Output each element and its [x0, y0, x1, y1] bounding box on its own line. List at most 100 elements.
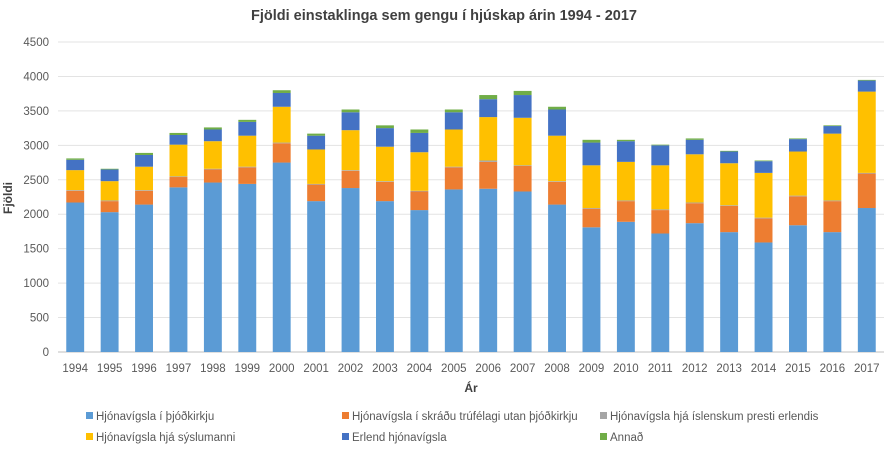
bar-segment — [169, 176, 188, 178]
bar-segment — [376, 201, 394, 352]
legend-swatch — [342, 412, 349, 419]
bar-segment — [444, 189, 463, 352]
bar-segment — [789, 151, 807, 196]
bar-segment — [513, 191, 532, 352]
bar-segment — [651, 210, 670, 234]
y-axis-ticks: 0 500 1000 1500 2000 2500 3000 3500 4000 4500 — [23, 37, 49, 359]
x-tick-label: 2010 — [613, 363, 639, 375]
bar-segment — [169, 132, 188, 135]
bar-segment — [789, 225, 807, 352]
bar-segment — [444, 109, 463, 113]
bar-segment — [238, 135, 257, 167]
legend-label: Annað — [610, 432, 643, 444]
bar-segment — [169, 187, 188, 352]
bar-segment — [823, 200, 842, 202]
bar-segment — [513, 95, 532, 118]
bar-segment — [307, 149, 326, 184]
x-tick-label: 1995 — [97, 363, 123, 375]
bar-segment — [548, 106, 566, 110]
x-tick-label: 2017 — [854, 363, 880, 375]
legend-label: Hjónavígsla í skráðu trúfélagi utan þjóð… — [352, 411, 578, 423]
legend-swatch — [86, 433, 93, 440]
bar-segment — [376, 125, 394, 129]
bar-segment — [410, 132, 429, 153]
x-tick-label: 2002 — [338, 363, 364, 375]
bar-segment — [135, 166, 153, 191]
bar-segment — [66, 159, 85, 171]
bar-segment — [203, 141, 222, 169]
bar-segment — [238, 166, 257, 168]
bar-segment — [272, 142, 291, 144]
bar-segment — [651, 233, 670, 352]
legend-label: Hjónavígsla hjá sýslumanni — [96, 432, 235, 444]
y-tick-label: 2500 — [23, 175, 49, 187]
x-tick-label: 2007 — [510, 363, 536, 375]
bar-segment — [410, 191, 429, 211]
x-tick-label: 2000 — [269, 363, 295, 375]
bar-segment — [720, 205, 739, 233]
bar-segment — [444, 112, 463, 130]
bar-segment — [616, 201, 635, 222]
bar-segment — [479, 188, 498, 352]
bar-segment — [685, 139, 704, 155]
x-axis-label: Ár — [464, 380, 478, 395]
bar-segment — [651, 165, 670, 210]
bar-segment — [238, 167, 257, 184]
bar-segment — [582, 142, 601, 166]
bar-segment — [789, 138, 807, 140]
bar-segment — [479, 117, 498, 161]
bar-segment — [410, 152, 429, 191]
bar-segment — [823, 133, 842, 201]
bar-segment — [651, 144, 670, 146]
x-tick-label: 1998 — [200, 363, 226, 375]
bar-segment — [548, 204, 566, 352]
bar-segment — [444, 167, 463, 190]
bar-segment — [616, 161, 635, 201]
bar-segment — [66, 202, 85, 352]
bar-segment — [513, 166, 532, 192]
bar-segment — [272, 143, 291, 163]
bar-segment — [100, 181, 119, 201]
bar-segment — [548, 109, 566, 136]
legend-swatch — [86, 412, 93, 419]
x-tick-label: 2006 — [475, 363, 501, 375]
x-tick-label: 2009 — [579, 363, 605, 375]
bar-segment — [582, 165, 601, 209]
bar-segment — [307, 135, 326, 150]
bar-segment — [100, 169, 119, 182]
bar-segment — [720, 151, 739, 164]
y-tick-label: 500 — [30, 313, 49, 325]
bar-segment — [754, 172, 773, 218]
y-tick-label: 0 — [43, 347, 49, 359]
y-axis-label: Fjöldi — [1, 182, 15, 214]
bar-segment — [238, 119, 257, 122]
bar-segment — [272, 162, 291, 352]
bar-segment — [754, 218, 773, 243]
legend-label: Erlend hjónavígsla — [352, 432, 447, 444]
bar-segment — [100, 200, 119, 202]
bar-segment — [135, 190, 153, 191]
bar-segment — [376, 181, 394, 182]
x-tick-label: 2011 — [648, 363, 673, 375]
y-tick-label: 4500 — [23, 37, 49, 49]
bar-segment — [100, 201, 119, 213]
bar-segment — [857, 91, 876, 173]
x-tick-label: 2016 — [820, 363, 846, 375]
bar-segment — [341, 112, 360, 131]
legend: Hjónavígsla í þjóðkirkju Hjónavígsla í sk… — [86, 411, 819, 444]
x-tick-label: 2004 — [407, 363, 433, 375]
bar-segment — [66, 170, 85, 191]
bar-segment — [754, 217, 773, 219]
bar-segment — [754, 242, 773, 352]
bar-segment — [685, 223, 704, 352]
bar-segment — [479, 160, 498, 162]
bar-segment — [66, 190, 85, 203]
bar-segment — [272, 90, 291, 93]
bar-segment — [135, 190, 153, 205]
bar-segment — [169, 144, 188, 177]
legend-item: Annað — [600, 432, 643, 444]
x-tick-label: 1997 — [166, 363, 192, 375]
bar-segment — [548, 181, 566, 205]
x-tick-label: 2015 — [785, 363, 811, 375]
bar-segment — [857, 208, 876, 352]
